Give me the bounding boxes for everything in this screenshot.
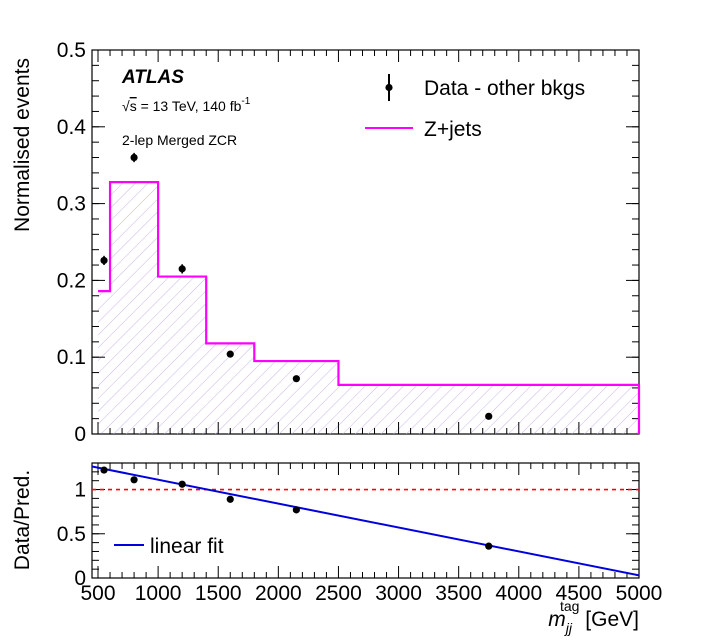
y-tick-label: 0.3 [57, 193, 86, 216]
ratio-point-1 [130, 476, 138, 484]
hist-fill-bin-4 [254, 361, 339, 434]
ratio-point-3 [226, 495, 234, 503]
ratio-y-tick-label: 1 [74, 479, 86, 502]
hist-fill-bin-0 [98, 291, 111, 434]
legend: Data - other bkgs Z+jets [365, 74, 585, 141]
legend-fit-label: linear fit [150, 535, 224, 558]
ratio-point-2 [178, 480, 186, 488]
ratio-y-axis-label: Data/Pred. [11, 470, 34, 570]
ratio-y-tick-label: 0 [74, 567, 86, 590]
data-point-0 [100, 256, 108, 265]
zjets-histogram-line [98, 180, 639, 386]
energy-text: = 13 TeV, 140 fb [137, 98, 242, 114]
x-tick-label: 2000 [255, 582, 302, 605]
energy-sqrt-arg: s [130, 98, 137, 114]
legend-model-label: Z+jets [424, 118, 482, 141]
ratio-point-5 [485, 542, 493, 550]
energy-label: √s = 13 TeV, 140 fb-1 [122, 96, 251, 114]
experiment-label: ATLAS [121, 67, 184, 88]
ratio-panel: 0 0.5 1 500 1000 1500 2000 2500 3000 3500 4000 450… [11, 462, 663, 636]
data-point-1 [130, 153, 138, 162]
energy-sup: -1 [241, 96, 250, 107]
data-point-2 [178, 265, 186, 273]
x-tick-label: 4500 [556, 582, 603, 605]
ratio-point-4 [292, 506, 300, 514]
hist-fill-bin-1 [110, 182, 159, 434]
y-tick-label: 0.4 [57, 116, 87, 139]
legend-data-label: Data - other bkgs [424, 77, 585, 100]
x-tick-label: 500 [80, 582, 115, 605]
x-axis-unit: [GeV] [579, 608, 639, 631]
hist-fill-bin-5 [338, 384, 639, 434]
x-tick-label: 1500 [195, 582, 242, 605]
ratio-y-tick-label: 0.5 [57, 523, 86, 546]
x-tick-label: 3000 [375, 582, 422, 605]
x-axis-label: mjj tag [GeV] [548, 598, 639, 636]
data-point-3 [226, 350, 234, 358]
main-panel: 0 0.1 0.2 0.3 0.4 0.5 Normalised events ATLAS… [11, 39, 641, 446]
legend-data-marker [385, 83, 393, 92]
hist-fill-bin-2 [158, 276, 207, 434]
x-tick-label: 5000 [616, 582, 663, 605]
y-tick-label: 0.2 [57, 269, 86, 292]
x-tick-label: 4000 [495, 582, 542, 605]
x-tick-label: 2500 [315, 582, 362, 605]
y-tick-label: 0.5 [57, 39, 86, 62]
x-axis-sub: jj [564, 620, 573, 636]
region-label: 2-lep Merged ZCR [122, 132, 237, 148]
hist-fill-bin-3 [206, 343, 255, 434]
data-point-5 [485, 412, 493, 420]
y-tick-label: 0 [74, 423, 86, 446]
y-axis-label: Normalised events [11, 58, 34, 232]
ratio-legend: linear fit [114, 535, 224, 558]
data-point-4 [292, 375, 300, 383]
ratio-point-0 [100, 466, 108, 474]
x-axis-sup: tag [560, 598, 579, 614]
x-tick-label: 1000 [135, 582, 182, 605]
y-tick-label: 0.1 [57, 346, 86, 369]
sqrt-sign: √ [122, 98, 130, 114]
x-tick-label: 3500 [435, 582, 482, 605]
x-axis-var: m [548, 608, 566, 631]
